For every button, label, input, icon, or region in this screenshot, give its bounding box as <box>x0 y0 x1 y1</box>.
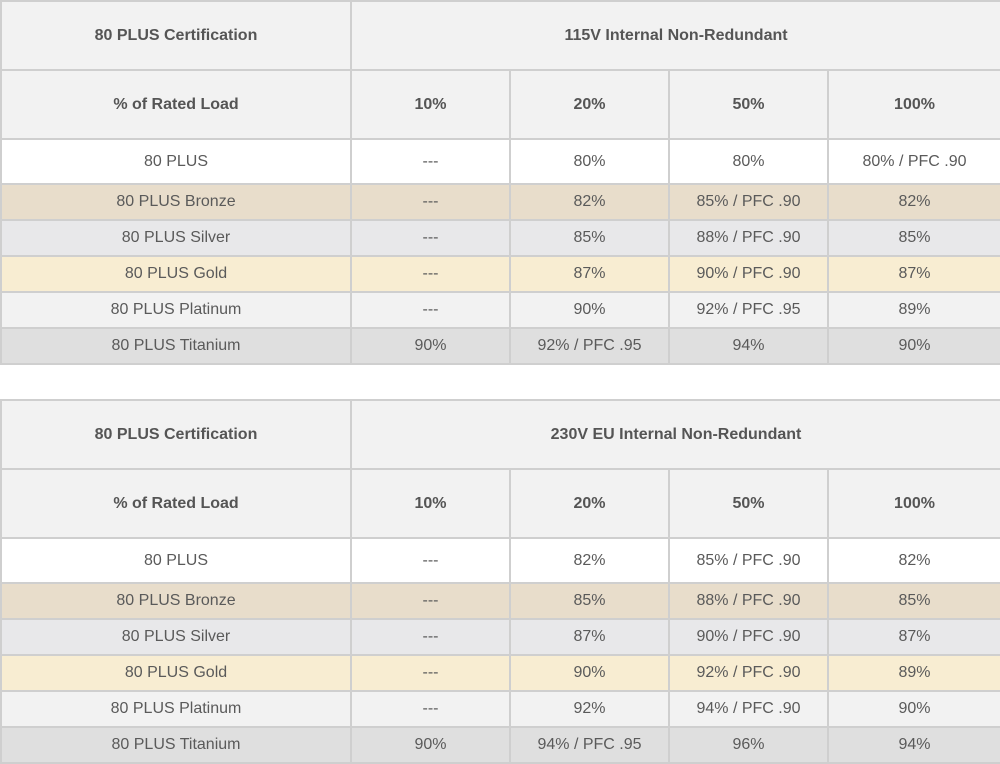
table-row-platinum: 80 PLUS Platinum --- 90% 92% / PFC .95 8… <box>0 291 1000 329</box>
value-10: --- <box>350 183 511 221</box>
tier-name: 80 PLUS Platinum <box>0 291 352 329</box>
value-100: 85% <box>826 582 1000 620</box>
certification-header: 80 PLUS Certification <box>0 0 352 71</box>
value-10: --- <box>350 582 511 620</box>
table-title: 115V Internal Non-Redundant <box>349 0 1000 71</box>
value-100: 80% / PFC .90 <box>826 138 1000 185</box>
tier-name: 80 PLUS Platinum <box>0 690 352 728</box>
table-row-titanium: 80 PLUS Titanium 90% 94% / PFC .95 96% 9… <box>0 726 1000 764</box>
value-50: 85% / PFC .90 <box>668 183 829 221</box>
value-100: 87% <box>826 255 1000 293</box>
tier-name: 80 PLUS Gold <box>0 654 352 692</box>
value-100: 90% <box>826 690 1000 728</box>
value-50: 88% / PFC .90 <box>668 219 829 257</box>
table-row-silver: 80 PLUS Silver --- 85% 88% / PFC .90 85% <box>0 219 1000 257</box>
load-header-10: 10% <box>350 69 511 140</box>
table-row-bronze: 80 PLUS Bronze --- 85% 88% / PFC .90 85% <box>0 582 1000 620</box>
value-20: 87% <box>509 618 670 656</box>
value-10: --- <box>350 255 511 293</box>
load-header-20: 20% <box>509 69 670 140</box>
table-row-gold: 80 PLUS Gold --- 90% 92% / PFC .90 89% <box>0 654 1000 692</box>
value-100: 82% <box>826 537 1000 584</box>
value-50: 94% <box>668 327 829 365</box>
tier-name: 80 PLUS Gold <box>0 255 352 293</box>
efficiency-table-230v-eu: 80 PLUS Certification 230V EU Internal N… <box>0 399 1000 764</box>
load-header-row: % of Rated Load 10% 20% 50% 100% <box>0 69 1000 140</box>
tier-name: 80 PLUS <box>0 138 352 185</box>
table-row-bronze: 80 PLUS Bronze --- 82% 85% / PFC .90 82% <box>0 183 1000 221</box>
value-20: 90% <box>509 654 670 692</box>
value-20: 85% <box>509 582 670 620</box>
value-50: 90% / PFC .90 <box>668 255 829 293</box>
rated-load-header: % of Rated Load <box>0 468 352 539</box>
value-50: 88% / PFC .90 <box>668 582 829 620</box>
value-100: 90% <box>826 327 1000 365</box>
value-10: --- <box>350 219 511 257</box>
table-title-row: 80 PLUS Certification 230V EU Internal N… <box>0 399 1000 470</box>
value-20: 87% <box>509 255 670 293</box>
table-title-row: 80 PLUS Certification 115V Internal Non-… <box>0 0 1000 71</box>
table-row-silver: 80 PLUS Silver --- 87% 90% / PFC .90 87% <box>0 618 1000 656</box>
value-10: --- <box>350 690 511 728</box>
value-20: 94% / PFC .95 <box>509 726 670 764</box>
table-row-gold: 80 PLUS Gold --- 87% 90% / PFC .90 87% <box>0 255 1000 293</box>
load-header-row: % of Rated Load 10% 20% 50% 100% <box>0 468 1000 539</box>
value-50: 94% / PFC .90 <box>668 690 829 728</box>
value-50: 96% <box>668 726 829 764</box>
value-50: 92% / PFC .95 <box>668 291 829 329</box>
value-10: --- <box>350 138 511 185</box>
table-row-platinum: 80 PLUS Platinum --- 92% 94% / PFC .90 9… <box>0 690 1000 728</box>
load-header-20: 20% <box>509 468 670 539</box>
value-100: 89% <box>826 654 1000 692</box>
value-20: 92% / PFC .95 <box>509 327 670 365</box>
value-100: 94% <box>826 726 1000 764</box>
load-header-50: 50% <box>668 69 829 140</box>
value-20: 80% <box>509 138 670 185</box>
load-header-50: 50% <box>668 468 829 539</box>
tier-name: 80 PLUS Titanium <box>0 726 352 764</box>
table-row-titanium: 80 PLUS Titanium 90% 92% / PFC .95 94% 9… <box>0 327 1000 365</box>
value-100: 85% <box>826 219 1000 257</box>
table-title: 230V EU Internal Non-Redundant <box>349 399 1000 470</box>
efficiency-table-115v: 80 PLUS Certification 115V Internal Non-… <box>0 0 1000 365</box>
value-50: 85% / PFC .90 <box>668 537 829 584</box>
load-header-10: 10% <box>350 468 511 539</box>
value-100: 82% <box>826 183 1000 221</box>
value-20: 82% <box>509 537 670 584</box>
value-100: 89% <box>826 291 1000 329</box>
value-10: 90% <box>350 726 511 764</box>
value-50: 92% / PFC .90 <box>668 654 829 692</box>
value-20: 85% <box>509 219 670 257</box>
load-header-100: 100% <box>826 69 1000 140</box>
value-10: --- <box>350 291 511 329</box>
value-10: --- <box>350 654 511 692</box>
value-20: 82% <box>509 183 670 221</box>
tier-name: 80 PLUS Silver <box>0 618 352 656</box>
value-20: 90% <box>509 291 670 329</box>
load-header-100: 100% <box>826 468 1000 539</box>
tier-name: 80 PLUS Bronze <box>0 582 352 620</box>
value-10: --- <box>350 618 511 656</box>
value-50: 90% / PFC .90 <box>668 618 829 656</box>
tier-name: 80 PLUS Titanium <box>0 327 352 365</box>
rated-load-header: % of Rated Load <box>0 69 352 140</box>
value-10: --- <box>350 537 511 584</box>
value-50: 80% <box>668 138 829 185</box>
tier-name: 80 PLUS Silver <box>0 219 352 257</box>
value-100: 87% <box>826 618 1000 656</box>
tier-name: 80 PLUS Bronze <box>0 183 352 221</box>
table-row-80-plus: 80 PLUS --- 80% 80% 80% / PFC .90 <box>0 138 1000 185</box>
value-10: 90% <box>350 327 511 365</box>
tier-name: 80 PLUS <box>0 537 352 584</box>
certification-header: 80 PLUS Certification <box>0 399 352 470</box>
value-20: 92% <box>509 690 670 728</box>
table-row-80-plus: 80 PLUS --- 82% 85% / PFC .90 82% <box>0 537 1000 584</box>
